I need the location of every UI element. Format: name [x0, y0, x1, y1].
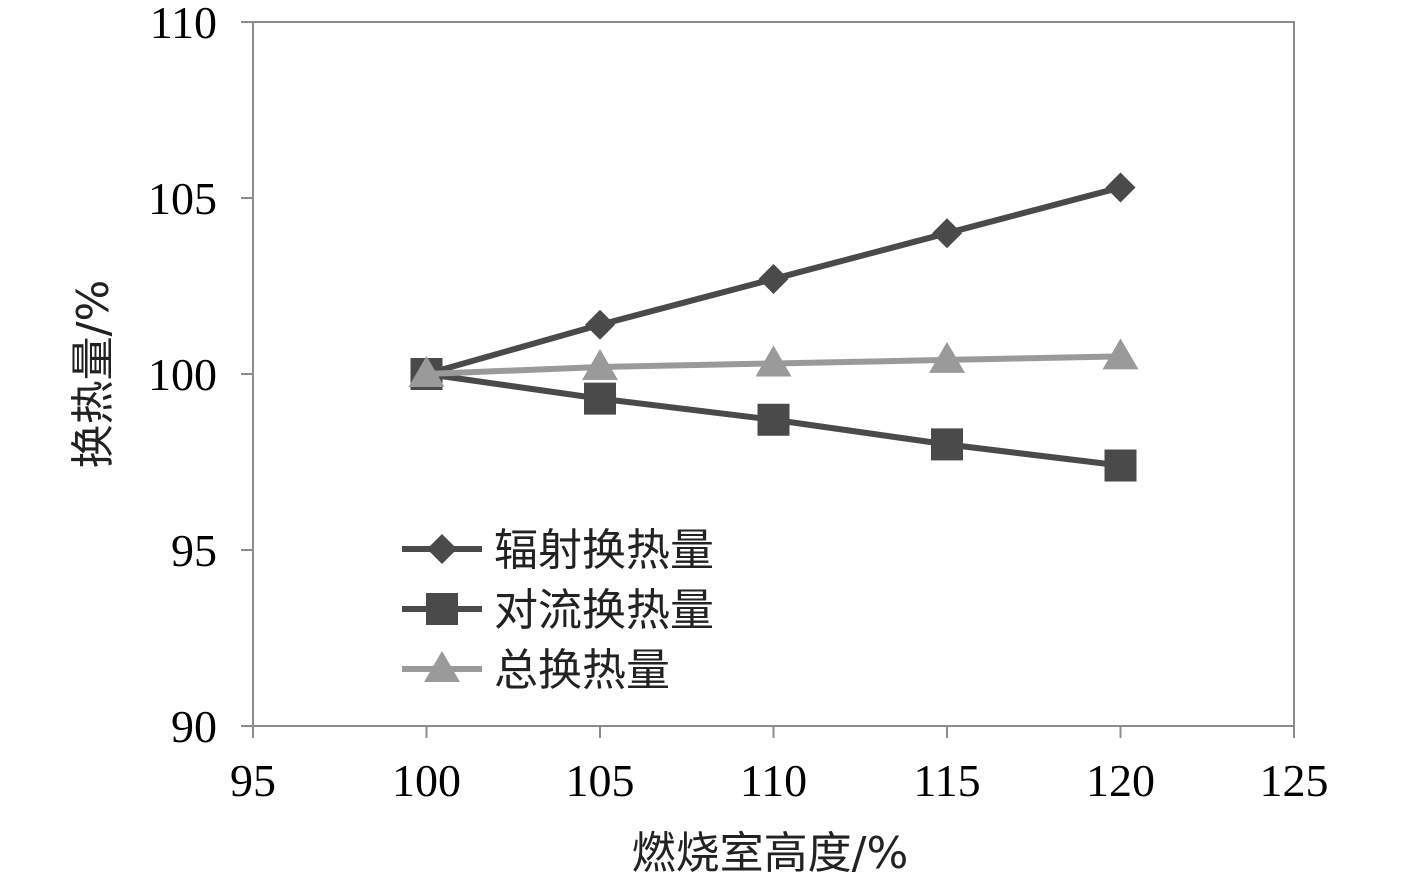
legend-label: 总换热量 [494, 645, 670, 696]
x-axis-title: 燃烧室高度/% [632, 828, 909, 879]
legend-label: 辐射换热量 [494, 525, 714, 576]
x-tick-label: 100 [392, 755, 461, 806]
series-2 [410, 358, 1137, 482]
legend-item-3: 总换热量 [402, 645, 670, 696]
series-3 [408, 338, 1139, 387]
series-2-point [757, 403, 790, 436]
series-3-point [755, 345, 792, 377]
x-tick-label: 105 [566, 755, 635, 806]
series-1-point [585, 309, 615, 340]
series-1-point [758, 263, 789, 294]
legend-swatch-marker [426, 593, 458, 625]
x-tick-label: 110 [740, 755, 807, 806]
series-2-point [1104, 449, 1137, 482]
series-3-point [929, 341, 965, 373]
series-3-point [408, 356, 445, 387]
x-tick-label: 125 [1260, 755, 1329, 806]
y-tick-label: 105 [148, 173, 217, 224]
x-axis-ticks: 95 100 105 110 115 120 125 [230, 726, 1329, 806]
series-3-point [1102, 338, 1139, 370]
legend-swatch-marker [427, 534, 457, 564]
x-tick-label: 115 [913, 755, 980, 806]
legend-swatch-marker [424, 651, 460, 682]
series-2-point [931, 428, 963, 461]
x-tick-label: 120 [1086, 755, 1155, 806]
legend-item-1: 辐射换热量 [402, 525, 714, 576]
legend-item-2: 对流换热量 [402, 585, 714, 636]
y-axis-ticks: 90 95 100 105 110 [148, 0, 253, 752]
series-1-point [932, 218, 962, 249]
series-3-point [582, 348, 618, 380]
x-tick-label: 95 [230, 755, 276, 806]
y-tick-label: 95 [171, 525, 217, 576]
series-layer [408, 172, 1139, 482]
y-tick-label: 110 [150, 0, 217, 48]
y-axis-title: 换热量/% [68, 280, 119, 469]
legend-label: 对流换热量 [494, 585, 714, 636]
series-2-point [584, 382, 616, 415]
y-tick-label: 100 [148, 349, 217, 400]
series-1-point [1105, 172, 1136, 203]
y-tick-label: 90 [171, 701, 217, 752]
